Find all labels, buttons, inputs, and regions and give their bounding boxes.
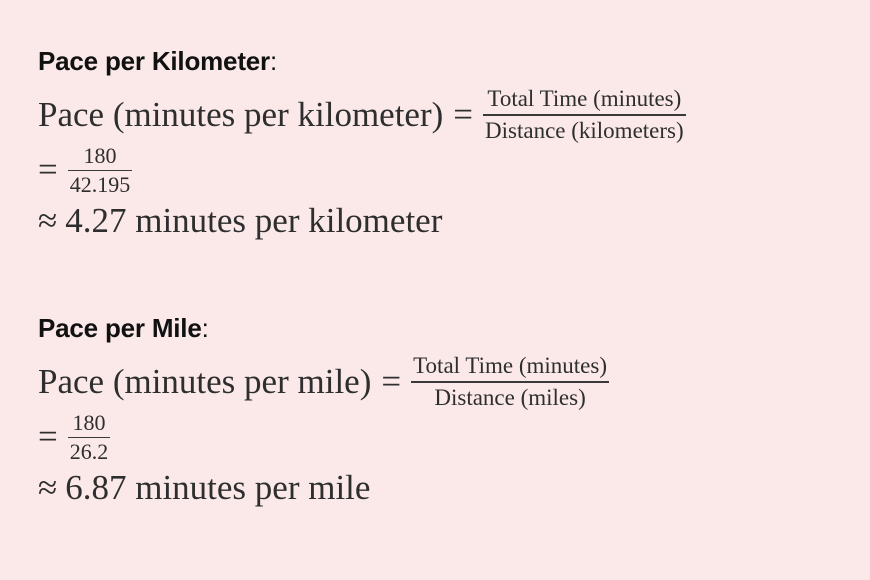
fraction-numerator: 180 [72,409,106,435]
equals-sign: = [38,417,58,457]
fraction-numerator: 180 [83,142,117,168]
fraction-denominator: 26.2 [69,439,109,464]
formula-fraction: Total Time (minutes) Distance (miles) [411,353,610,411]
section-pace-per-kilometer: Pace per Kilometer: Pace (minutes per ki… [38,46,686,241]
equals-sign: = [453,94,474,134]
equals-sign: = [381,361,402,401]
step-fraction: 180 42.195 [67,142,133,198]
heading-colon: : [201,313,209,343]
approx-sign: ≈ [38,468,58,507]
heading-colon: : [269,46,277,76]
fraction-bar [411,381,610,383]
formula-row: Pace (minutes per mile) = Total Time (mi… [38,353,610,411]
section-pace-per-mile: Pace per Mile: Pace (minutes per mile) =… [38,313,610,508]
formula-lhs: Pace (minutes per mile) [38,361,372,401]
fraction-numerator: Total Time (minutes) [413,353,608,378]
heading-text: Pace per Kilometer [38,46,270,76]
fraction-denominator: Distance (miles) [434,384,586,410]
result-row: ≈ 4.27 minutes per kilometer [38,201,686,241]
formula-row: Pace (minutes per kilometer) = Total Tim… [38,86,686,144]
section-heading: Pace per Mile: [38,313,609,343]
result-row: ≈ 6.87 minutes per mile [38,468,609,508]
fraction-denominator: 42.195 [69,172,131,197]
result-text: 4.27 minutes per kilometer [65,201,443,240]
fraction-denominator: Distance (kilometers) [485,117,684,143]
heading-text: Pace per Mile [38,313,202,343]
equals-sign: = [38,150,58,190]
formula-fraction: Total Time (minutes) Distance (kilometer… [483,86,686,144]
approx-sign: ≈ [38,201,58,240]
step-row: = 180 42.195 [38,142,686,198]
fraction-bar [67,169,133,171]
section-heading: Pace per Kilometer: [38,46,686,76]
fraction-bar [67,436,111,438]
step-fraction: 180 26.2 [67,409,111,465]
result-text: 6.87 minutes per mile [65,468,371,507]
fraction-numerator: Total Time (minutes) [487,86,682,111]
step-row: = 180 26.2 [38,409,609,465]
fraction-bar [483,114,686,116]
formula-lhs: Pace (minutes per kilometer) [38,94,444,134]
